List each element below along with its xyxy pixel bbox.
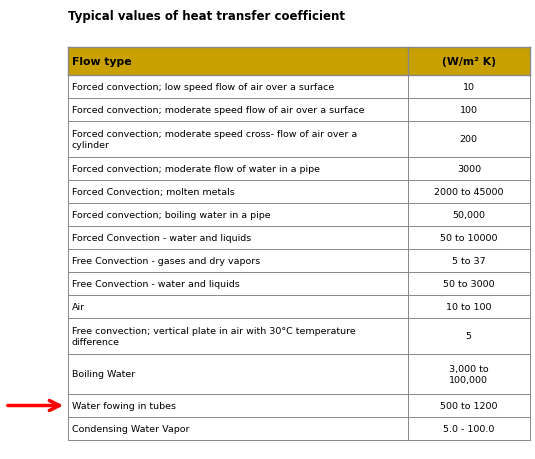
Text: 10: 10 [463,83,475,92]
Bar [68,272,530,295]
Text: Free Convection - gases and dry vapors: Free Convection - gases and dry vapors [72,257,260,265]
Text: Boiling Water: Boiling Water [72,369,135,379]
Text: Forced Convection; molten metals: Forced Convection; molten metals [72,188,235,196]
Bar [68,99,530,122]
Text: 5 to 37: 5 to 37 [452,257,486,265]
Text: 3,000 to
100,000: 3,000 to 100,000 [449,364,488,384]
Bar [68,394,530,417]
Text: 200: 200 [460,135,478,144]
Text: Condensing Water Vapor: Condensing Water Vapor [72,424,189,433]
Text: Forced convection; moderate flow of water in a pipe: Forced convection; moderate flow of wate… [72,165,320,174]
Bar [68,180,530,203]
Bar [68,157,530,180]
Text: 2000 to 45000: 2000 to 45000 [434,188,503,196]
Text: 500 to 1200: 500 to 1200 [440,401,498,410]
Bar [68,122,530,157]
Text: 10 to 100: 10 to 100 [446,302,492,311]
Text: 3000: 3000 [457,165,481,174]
Bar [68,318,530,354]
Bar [68,226,530,249]
Text: Forced convection; low speed flow of air over a surface: Forced convection; low speed flow of air… [72,83,334,92]
Text: (W/m² K): (W/m² K) [442,57,496,67]
Bar [68,203,530,226]
Text: Water fowing in tubes: Water fowing in tubes [72,401,176,410]
Text: Forced convection; moderate speed cross- flow of air over a
cylinder: Forced convection; moderate speed cross-… [72,129,357,150]
Text: 50,000: 50,000 [452,211,485,219]
Bar [68,295,530,318]
Bar [68,354,530,394]
Bar [68,249,530,272]
Text: 50 to 3000: 50 to 3000 [443,280,494,288]
Text: Free Convection - water and liquids: Free Convection - water and liquids [72,280,240,288]
Text: 5.0 - 100.0: 5.0 - 100.0 [443,424,494,433]
Text: Forced convection; moderate speed flow of air over a surface: Forced convection; moderate speed flow o… [72,106,364,115]
Bar [68,48,530,76]
Text: Forced convection; boiling water in a pipe: Forced convection; boiling water in a pi… [72,211,271,219]
Text: Air: Air [72,302,85,311]
Text: Flow type: Flow type [72,57,132,67]
Text: 5: 5 [466,332,472,341]
Text: Forced Convection - water and liquids: Forced Convection - water and liquids [72,234,251,242]
Text: Free convection; vertical plate in air with 30°C temperature
difference: Free convection; vertical plate in air w… [72,326,356,347]
Text: 100: 100 [460,106,478,115]
Bar [68,417,530,440]
Text: 50 to 10000: 50 to 10000 [440,234,498,242]
Text: Typical values of heat transfer coefficient: Typical values of heat transfer coeffici… [68,10,345,23]
Bar [68,76,530,99]
